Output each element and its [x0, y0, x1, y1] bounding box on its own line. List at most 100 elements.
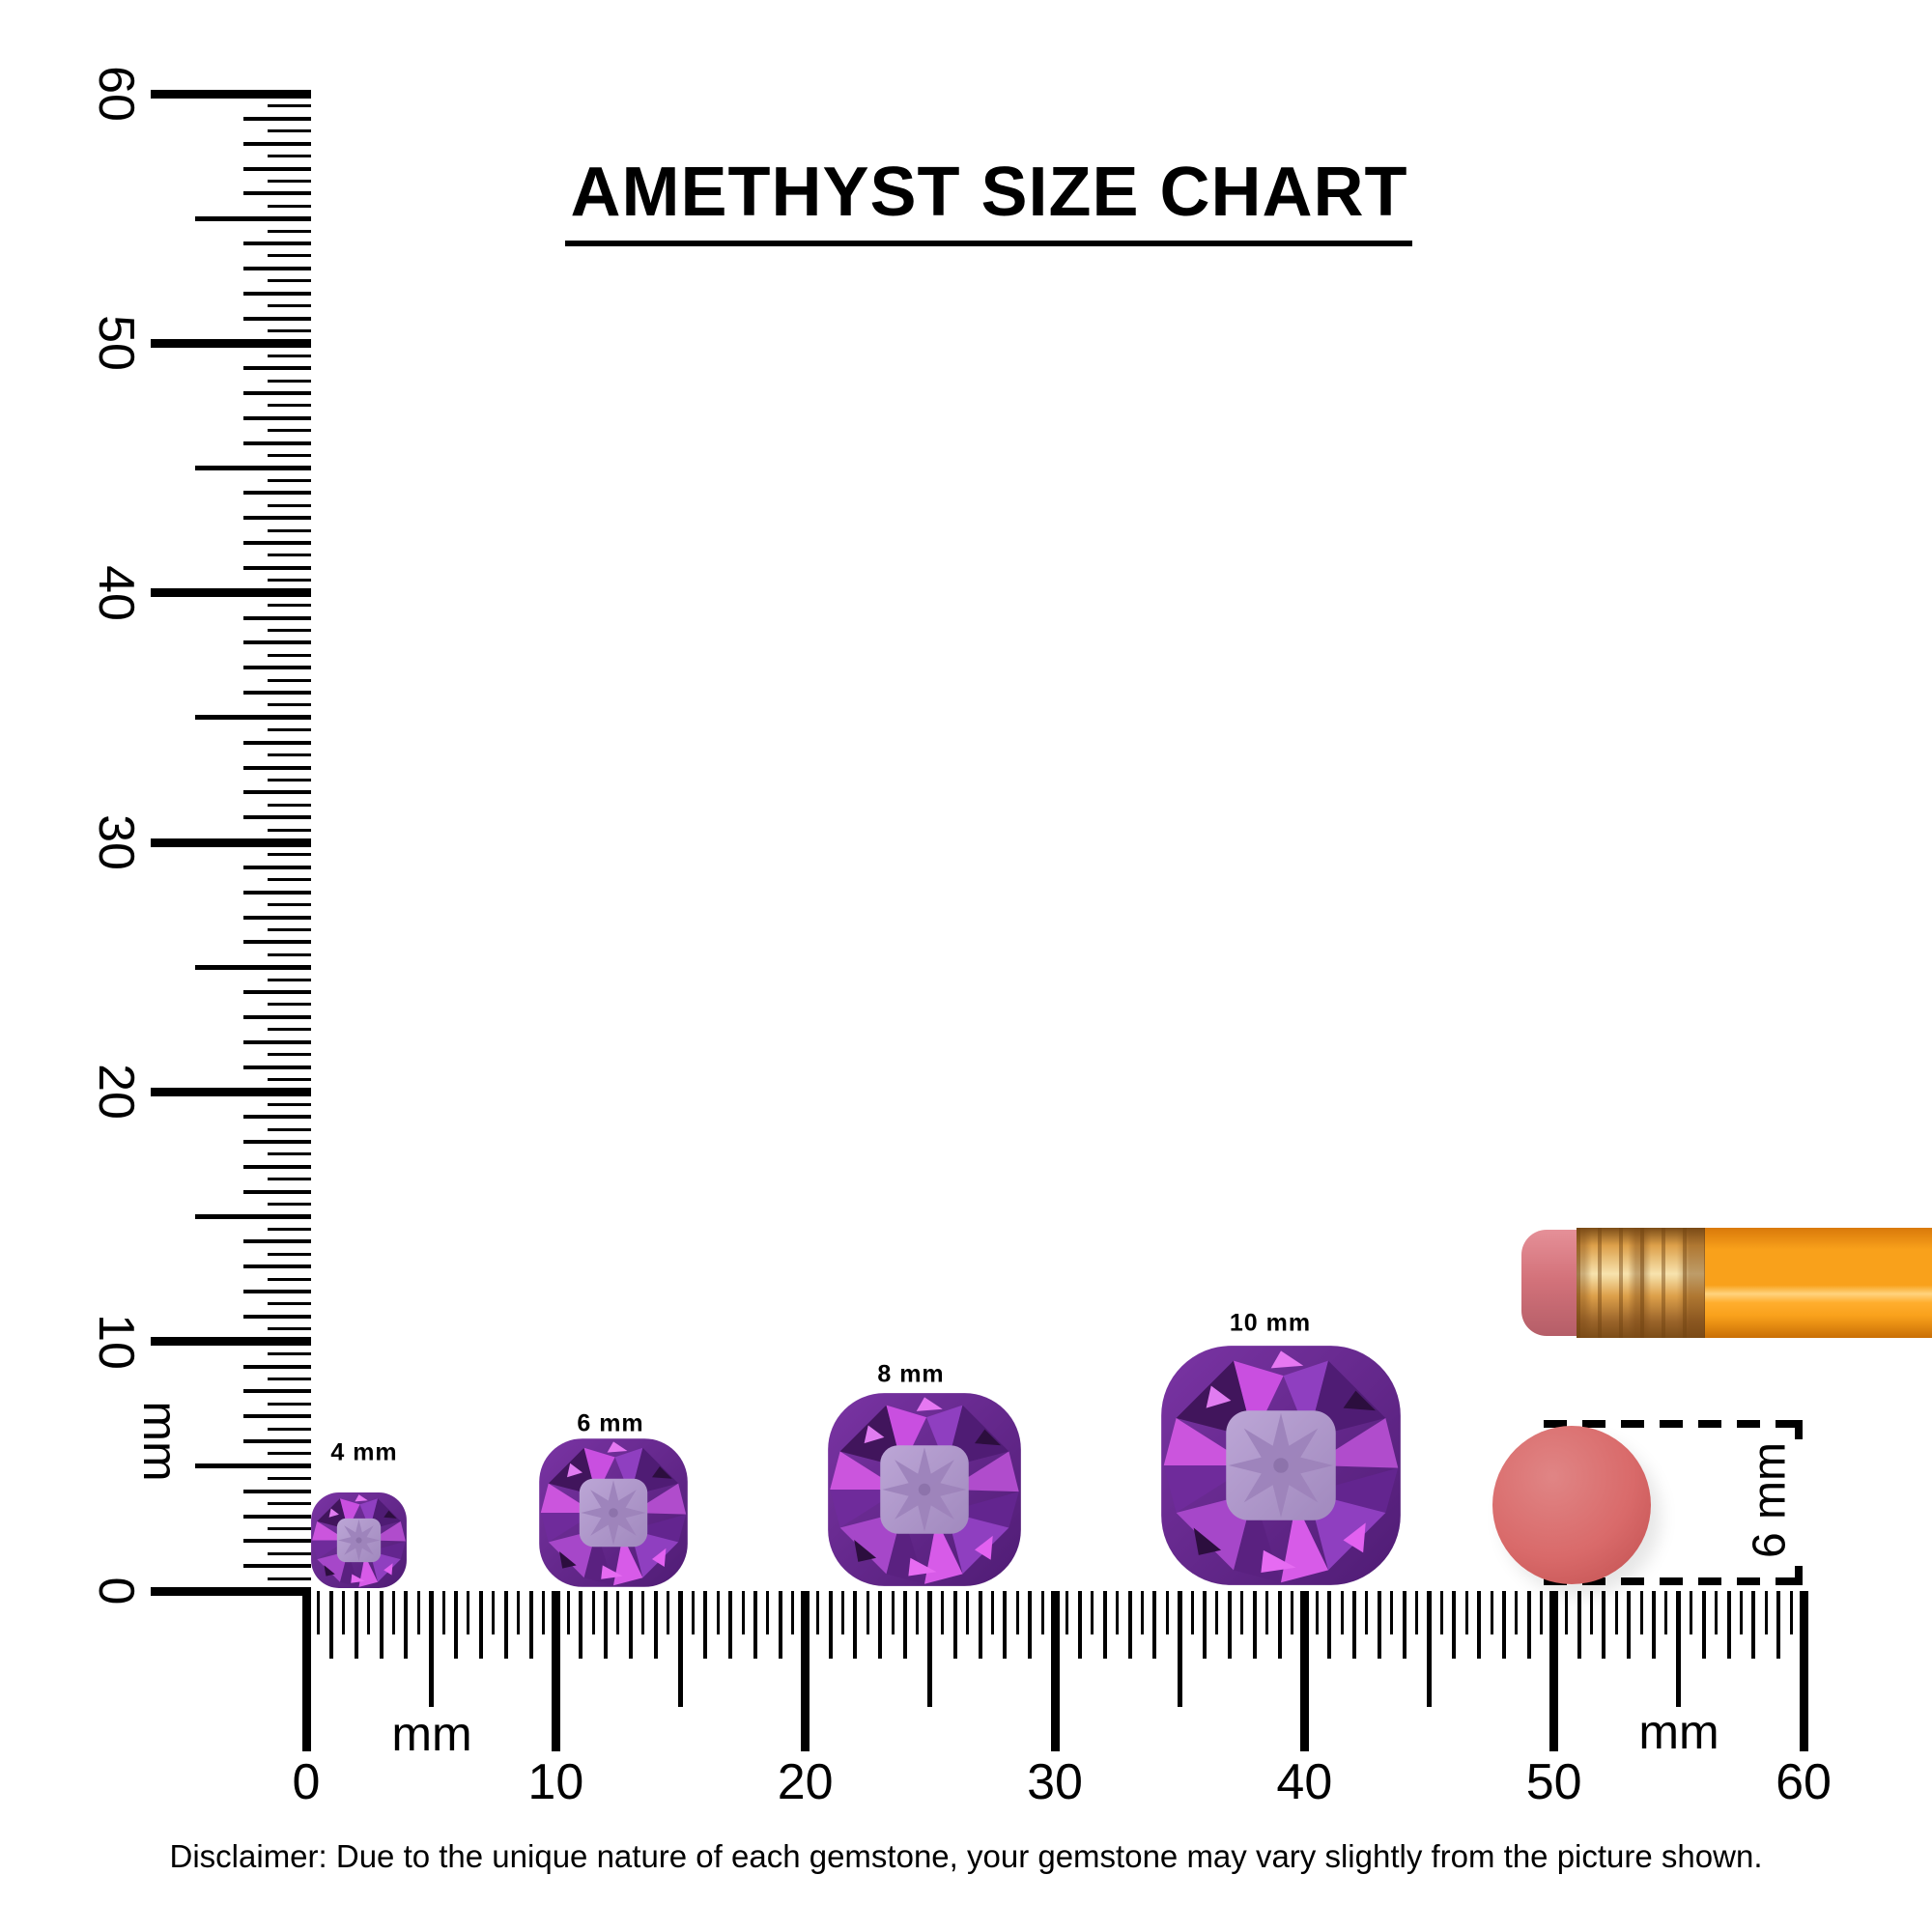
v-ruler-tick	[268, 304, 311, 308]
v-ruler-tick	[243, 1189, 311, 1194]
h-ruler-tick	[966, 1591, 970, 1634]
h-ruler-tick	[801, 1591, 810, 1751]
h-ruler-tick	[641, 1591, 645, 1634]
h-ruler-tick	[428, 1591, 434, 1707]
h-ruler-tick	[342, 1591, 346, 1634]
v-ruler-tick	[243, 865, 311, 869]
h-ruler-tick	[1515, 1591, 1519, 1634]
v-ruler-tick	[268, 1302, 311, 1306]
v-ruler-tick	[243, 1439, 311, 1443]
amethyst-gem-10mm-icon	[1156, 1341, 1406, 1590]
h-ruler-tick	[1102, 1591, 1107, 1659]
v-ruler-tick	[268, 254, 311, 258]
v-ruler-tick	[268, 927, 311, 931]
v-ruler-tick	[195, 715, 311, 721]
h-ruler-tick	[1589, 1591, 1593, 1634]
h-ruler-tick	[1751, 1591, 1756, 1659]
v-ruler-tick	[243, 1290, 311, 1293]
v-ruler-tick	[268, 753, 311, 757]
v-ruler-tick	[268, 1053, 311, 1057]
h-ruler-tick	[1639, 1591, 1643, 1634]
h-ruler-tick	[828, 1591, 833, 1659]
v-ruler-tick	[268, 853, 311, 857]
pencil-body	[1705, 1228, 1932, 1338]
h-ruler-tick	[517, 1591, 521, 1634]
v-ruler-tick	[243, 141, 311, 146]
v-ruler-tick	[268, 1252, 311, 1256]
v-ruler-tick	[268, 1477, 311, 1481]
h-ruler-tick	[1664, 1591, 1668, 1634]
h-ruler-tick	[1040, 1591, 1044, 1634]
h-ruler-tick	[1415, 1591, 1419, 1634]
v-ruler-tick	[268, 554, 311, 557]
v-ruler-tick	[151, 1337, 311, 1347]
v-ruler-tick	[268, 204, 311, 208]
v-ruler-tick	[243, 116, 311, 121]
h-ruler-tick	[916, 1591, 920, 1634]
h-ruler-tick	[551, 1591, 560, 1751]
h-ruler-tick	[1427, 1591, 1432, 1707]
v-ruler-tick	[268, 1203, 311, 1207]
h-ruler-tick	[903, 1591, 907, 1659]
v-ruler-tick	[243, 491, 311, 496]
v-ruler-tick	[151, 1087, 311, 1096]
h-ruler-tick	[1290, 1591, 1293, 1634]
h-ruler-number: 20	[777, 1754, 834, 1810]
h-ruler-number: 30	[1027, 1754, 1083, 1810]
h-ruler-tick	[1540, 1591, 1544, 1634]
round-eraser-dot-icon	[1492, 1426, 1651, 1584]
amethyst-gem-6mm-icon	[536, 1435, 691, 1590]
gem-size-label-4mm: 4 mm	[330, 1438, 398, 1466]
h-ruler-tick	[1365, 1591, 1369, 1634]
v-ruler-tick	[151, 838, 311, 847]
h-ruler-tick	[866, 1591, 869, 1634]
h-ruler-number: 40	[1276, 1754, 1333, 1810]
h-ruler-tick	[1003, 1591, 1008, 1659]
v-ruler-tick	[243, 890, 311, 895]
h-ruler-tick	[1577, 1591, 1581, 1659]
v-ruler-tick	[243, 1539, 311, 1544]
gem-size-label-8mm: 8 mm	[877, 1360, 945, 1388]
v-ruler-tick	[268, 903, 311, 907]
v-ruler-tick	[243, 1314, 311, 1319]
v-ruler-tick	[243, 666, 311, 670]
v-ruler-tick	[151, 1586, 311, 1596]
v-ruler-tick	[268, 1377, 311, 1380]
v-ruler-tick	[243, 915, 311, 920]
h-ruler-number: 50	[1525, 1754, 1582, 1810]
v-ruler-tick	[243, 691, 311, 695]
v-ruler-tick	[268, 1577, 311, 1580]
h-ruler-tick	[667, 1591, 670, 1634]
h-ruler-tick	[1315, 1591, 1319, 1634]
v-ruler-tick	[268, 703, 311, 707]
v-ruler-tick	[243, 1389, 311, 1394]
h-ruler-tick	[1240, 1591, 1244, 1634]
v-ruler-tick	[243, 191, 311, 196]
v-ruler-tick	[243, 366, 311, 371]
v-ruler-tick	[243, 1164, 311, 1169]
v-ruler-tick	[243, 1039, 311, 1044]
h-ruler-tick	[367, 1591, 371, 1634]
dot-diameter-label: 6 mm	[1744, 1442, 1796, 1558]
h-ruler-tick	[1152, 1591, 1157, 1659]
h-ruler-tick	[927, 1591, 933, 1707]
h-ruler-tick	[840, 1591, 844, 1634]
h-ruler-tick	[1726, 1591, 1731, 1659]
vertical-ruler-unit-label: mm	[133, 1401, 187, 1482]
h-ruler-tick	[941, 1591, 945, 1634]
v-ruler-tick	[268, 179, 311, 183]
v-ruler-tick	[243, 440, 311, 445]
gem-size-label-10mm: 10 mm	[1229, 1309, 1312, 1337]
v-ruler-tick	[195, 466, 311, 470]
horizontal-ruler-unit-label-right: mm	[1638, 1705, 1719, 1759]
h-ruler-tick	[416, 1591, 420, 1634]
v-ruler-number: 30	[88, 814, 144, 870]
v-ruler-number: 60	[88, 66, 144, 122]
v-ruler-tick	[243, 640, 311, 645]
h-ruler-tick	[541, 1591, 545, 1634]
v-ruler-tick	[268, 279, 311, 283]
v-ruler-tick	[243, 166, 311, 171]
h-ruler-number: 10	[527, 1754, 584, 1810]
v-ruler-tick	[195, 1214, 311, 1219]
